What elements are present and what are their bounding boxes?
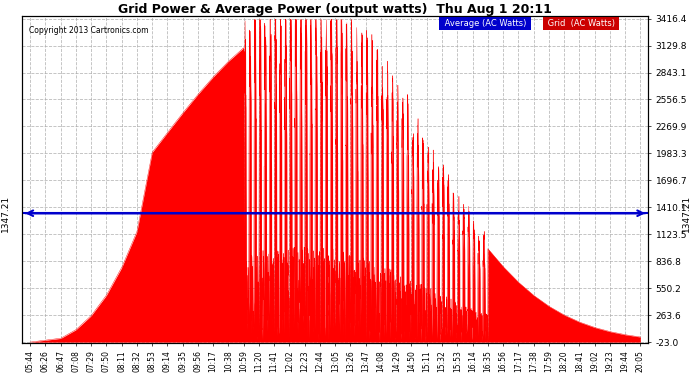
Text: Grid  (AC Watts): Grid (AC Watts) [544, 19, 618, 28]
Text: 1347.21: 1347.21 [1, 195, 10, 232]
Text: 1347.21: 1347.21 [682, 195, 690, 232]
Text: Copyright 2013 Cartronics.com: Copyright 2013 Cartronics.com [29, 26, 148, 34]
Text: Average (AC Watts): Average (AC Watts) [442, 19, 529, 28]
Title: Grid Power & Average Power (output watts)  Thu Aug 1 20:11: Grid Power & Average Power (output watts… [118, 3, 552, 16]
